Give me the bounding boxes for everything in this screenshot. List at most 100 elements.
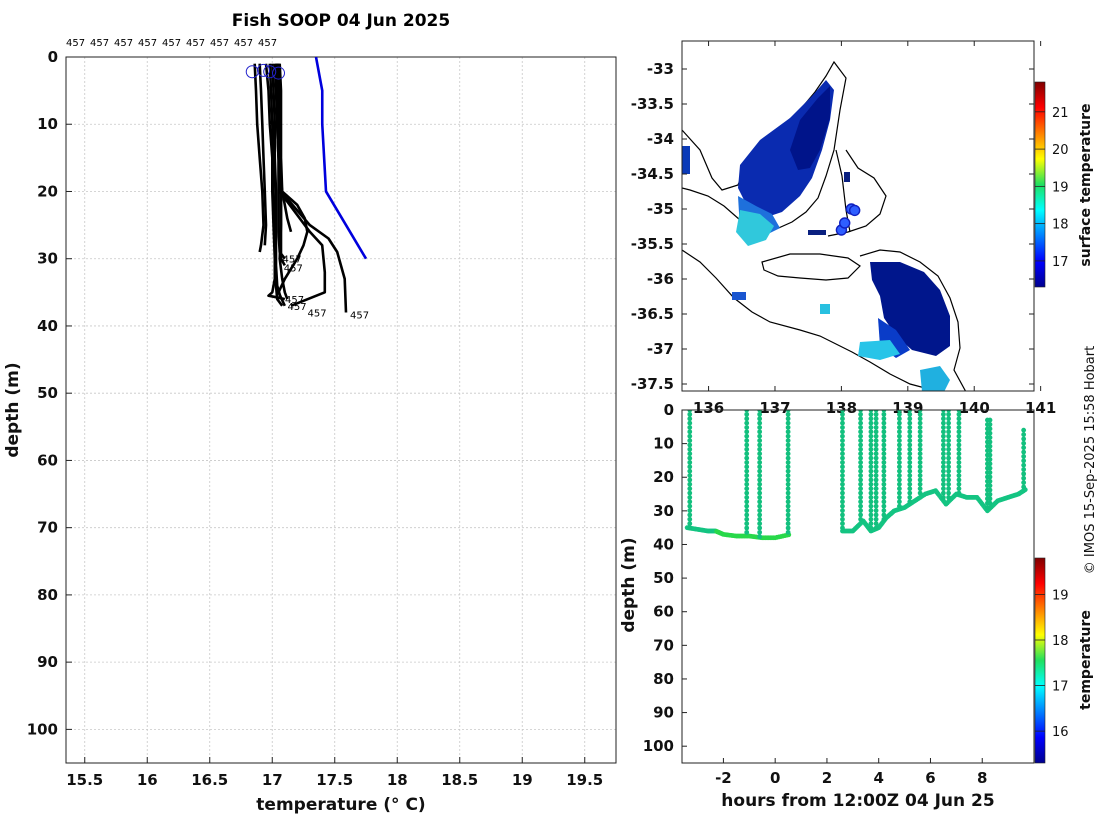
section-point	[941, 420, 946, 426]
section-point	[757, 425, 763, 430]
section-point	[858, 438, 863, 443]
section-point	[987, 505, 993, 510]
profile-end-label: 457	[288, 302, 307, 313]
profile-top-label: 457	[138, 38, 157, 49]
section-point	[858, 477, 863, 483]
section-point	[744, 455, 750, 461]
section-point	[897, 442, 902, 448]
profile-x-tick-label: 18.5	[441, 771, 478, 789]
section-point	[858, 490, 863, 496]
sst-colorbar-tick-label: 20	[1052, 143, 1069, 158]
section-point	[917, 473, 923, 478]
section-point	[873, 512, 879, 518]
section-point	[946, 410, 951, 413]
section-point	[858, 512, 863, 518]
section-point	[687, 455, 693, 461]
kangaroo-island	[761, 253, 861, 281]
section-point	[840, 490, 845, 496]
section-point	[840, 481, 845, 487]
section-point	[987, 417, 993, 423]
section-point	[840, 503, 845, 509]
section-point	[956, 477, 962, 483]
section-point	[840, 451, 845, 457]
section-point	[907, 433, 913, 439]
section-point	[917, 468, 923, 474]
sst-patch-gulf-inner	[790, 86, 830, 170]
section-point	[744, 416, 750, 422]
section-point	[917, 477, 923, 483]
section-point	[873, 525, 879, 531]
section-point	[873, 451, 879, 457]
map-lat-label: -33.5	[631, 95, 674, 113]
section-point	[956, 490, 962, 496]
section-point	[907, 477, 913, 483]
section-point	[840, 410, 845, 413]
section-point	[757, 512, 763, 518]
section-point	[897, 451, 902, 457]
profile-top-label: 457	[258, 38, 277, 49]
section-point	[757, 499, 763, 505]
section-point	[881, 468, 887, 474]
section-point	[946, 455, 951, 461]
section-point	[785, 486, 791, 492]
profile-y-tick-label: 80	[37, 586, 58, 604]
section-point	[785, 529, 791, 535]
section-point	[956, 438, 962, 443]
section-point	[785, 442, 791, 448]
section-y-tick-label: 70	[653, 636, 674, 654]
section-point	[757, 490, 763, 496]
map-lat-label: -34.5	[631, 165, 674, 183]
section-point	[907, 438, 913, 443]
section-point	[858, 460, 863, 465]
section-point	[785, 460, 791, 465]
section-point	[917, 429, 923, 435]
section-point	[840, 442, 845, 448]
profile-top-label: 457	[114, 38, 133, 49]
section-point	[1021, 484, 1027, 490]
section-point	[946, 451, 951, 457]
section-point	[840, 508, 845, 513]
profile-y-tick-label: 50	[37, 384, 58, 402]
section-point	[840, 477, 845, 483]
section-point	[744, 410, 750, 413]
section-point	[744, 451, 750, 457]
section-point	[987, 443, 993, 449]
profile-x-tick-label: 16	[137, 771, 158, 789]
map-lat-label: -37	[647, 340, 674, 358]
profile-x-tick-label: 19	[512, 771, 533, 789]
temp-colorbar	[1034, 557, 1046, 764]
section-point	[840, 411, 845, 417]
section-point	[744, 503, 750, 509]
section-point	[987, 452, 993, 458]
profile-labels: 457 457 457 457 457 457 457 457 4574574574574574…	[66, 38, 369, 322]
section-point	[956, 468, 962, 474]
section-point	[744, 420, 750, 426]
section-point	[1021, 462, 1027, 468]
section-point	[941, 468, 946, 474]
section-point	[785, 503, 791, 509]
section-point	[907, 468, 913, 474]
section-point	[785, 521, 791, 527]
reference-profile-line	[314, 57, 368, 260]
section-point	[946, 486, 951, 492]
section-point	[858, 481, 863, 487]
section-point	[757, 477, 763, 483]
section-point	[757, 416, 763, 422]
section-point	[840, 425, 845, 430]
section-point	[687, 464, 693, 470]
section-point	[858, 429, 863, 435]
section-point	[757, 473, 763, 478]
section-point	[873, 503, 879, 509]
section-x-tick-label: 0	[770, 769, 780, 787]
section-point	[757, 464, 763, 470]
section-point	[873, 425, 879, 430]
section-point	[873, 481, 879, 487]
section-point	[917, 433, 923, 439]
section-point	[687, 512, 693, 518]
section-point	[897, 490, 902, 496]
section-point	[956, 446, 962, 452]
section-point	[907, 490, 913, 496]
map-lon-label: 138	[826, 399, 857, 417]
profile-ticks: 15.5 16 16.5 17 17.5 18 18.5 19 19.5 0 10 20 30 40 50 6…	[27, 48, 604, 789]
section-point	[757, 451, 763, 457]
